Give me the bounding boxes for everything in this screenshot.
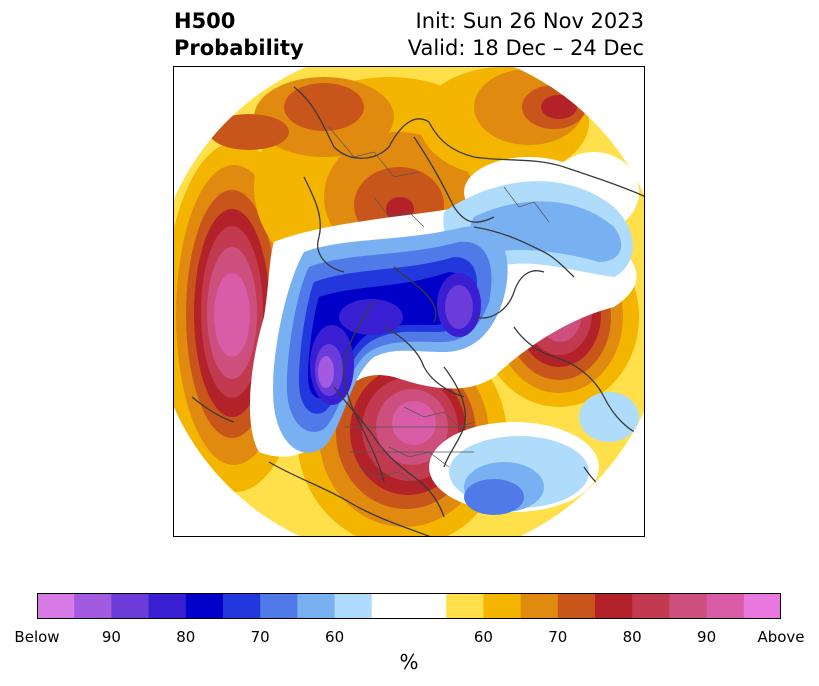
anomaly-eastern-siberia-above bbox=[419, 67, 589, 177]
colorbar-tick-label: 80 bbox=[176, 628, 196, 646]
colorbar-above-segment bbox=[743, 593, 781, 619]
colorbar-above-segment bbox=[632, 593, 670, 619]
colorbar-above-segment bbox=[446, 593, 484, 619]
colorbar-above-segment bbox=[520, 593, 559, 619]
colorbar-tick-label: 80 bbox=[622, 628, 642, 646]
init-date: Init: Sun 26 Nov 2023 bbox=[415, 9, 644, 33]
colorbar-above-segment bbox=[557, 593, 596, 619]
colorbar-above-segment bbox=[483, 593, 522, 619]
probability-map bbox=[173, 66, 645, 537]
title-line-2: Probability bbox=[174, 36, 304, 60]
colorbar-below-segment bbox=[185, 593, 224, 619]
colorbar-tick-label: Below bbox=[14, 628, 60, 646]
colorbar-tick-label: 70 bbox=[548, 628, 568, 646]
colorbar-unit: % bbox=[399, 650, 419, 674]
borders bbox=[328, 126, 550, 488]
colorbar-below-segment bbox=[111, 593, 150, 619]
colorbar-below-segment bbox=[74, 593, 112, 619]
colorbar-tick-label: 90 bbox=[697, 628, 717, 646]
map-svg bbox=[174, 67, 644, 536]
colorbar-tick-label: 90 bbox=[101, 628, 121, 646]
map-title: H500 Probability bbox=[174, 8, 304, 62]
colorbar-above-segment bbox=[595, 593, 633, 619]
colorbar-below-segment bbox=[260, 593, 298, 619]
colorbar-border bbox=[37, 593, 781, 619]
valid-range: Valid: 18 Dec – 24 Dec bbox=[407, 36, 644, 60]
colorbar-neutral-segment bbox=[371, 593, 447, 619]
date-info: Init: Sun 26 Nov 2023 Valid: 18 Dec – 24… bbox=[408, 8, 644, 62]
colorbar-below-segment bbox=[223, 593, 261, 619]
colorbar-below-segment bbox=[334, 593, 373, 619]
colorbar-tick-label: Above bbox=[757, 628, 805, 646]
colorbar-svg bbox=[37, 593, 781, 619]
colorbar-below-segment bbox=[148, 593, 187, 619]
anomaly-alaska-canada-below bbox=[273, 226, 508, 453]
colorbar-tick-label: 60 bbox=[325, 628, 345, 646]
colorbar-below-segment bbox=[297, 593, 336, 619]
colorbar-tick-label: 70 bbox=[250, 628, 270, 646]
probability-colorbar bbox=[37, 593, 781, 619]
colorbar-above-segment bbox=[706, 593, 745, 619]
colorbar-tick-label: 60 bbox=[473, 628, 493, 646]
anomaly-central-atlantic-below bbox=[429, 392, 639, 515]
colorbar-below-segment bbox=[37, 593, 75, 619]
colorbar-above-segment bbox=[669, 593, 708, 619]
title-line-1: H500 bbox=[174, 9, 236, 33]
